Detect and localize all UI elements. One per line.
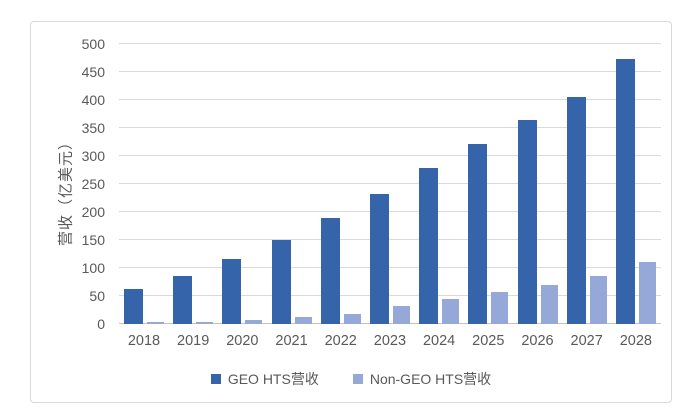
bar-geo-2028	[615, 58, 635, 324]
y-tick-label: 0	[97, 316, 105, 332]
x-tick-label: 2027	[570, 333, 603, 349]
bar-geo-2027	[566, 96, 586, 324]
gridline	[119, 71, 661, 72]
bar-non-geo-2018	[147, 322, 164, 324]
y-tick-label: 450	[81, 64, 105, 80]
y-tick-label: 500	[81, 36, 105, 52]
bar-geo-2024	[419, 168, 439, 324]
bar-group-2021	[271, 44, 312, 324]
bar-geo-2023	[369, 194, 389, 324]
bar-non-geo-2022	[343, 313, 361, 324]
plot-area: 0 50 100 150 200 250 300 350 400 450 500 2018 2019 2…	[82, 37, 661, 349]
bar-non-geo-2025	[491, 292, 509, 324]
legend-swatch-icon	[210, 374, 221, 384]
bars-layer	[119, 44, 661, 324]
bar-group-2027	[566, 44, 607, 324]
x-tick-label: 2025	[472, 333, 505, 349]
bar-geo-2019	[173, 275, 193, 324]
bar-non-geo-2024	[442, 298, 460, 324]
gridline	[119, 295, 661, 296]
bar-geo-2025	[468, 143, 488, 324]
gridline	[119, 99, 661, 100]
x-tick-label: 2020	[226, 333, 259, 349]
y-tick-label: 250	[81, 176, 105, 192]
legend-label: Non-GEO HTS营收	[369, 371, 492, 387]
bar-group-2022	[320, 44, 361, 324]
gridline	[119, 211, 661, 212]
x-tick-label: 2023	[373, 333, 407, 349]
legend: GEO HTS营收 Non-GEO HTS营收	[31, 369, 671, 389]
chart-frame: 营收（亿美元） 0 50 100 150 200 250 300 350 400 450 500 2…	[30, 21, 672, 403]
bar-geo-2018	[124, 289, 143, 324]
bar-group-2020	[222, 44, 263, 324]
gridline	[119, 239, 661, 240]
bar-group-2024	[419, 44, 460, 324]
gridline	[119, 183, 661, 184]
bar-group-2023	[369, 44, 410, 324]
bar-group-2018	[124, 44, 164, 324]
bar-non-geo-2023	[392, 305, 410, 324]
y-tick-label: 300	[81, 148, 105, 164]
legend-item-non-geo: Non-GEO HTS营收	[352, 369, 492, 389]
bar-geo-2026	[517, 119, 537, 324]
bar-non-geo-2027	[589, 275, 607, 324]
x-tick-label: 2018	[127, 333, 161, 349]
x-tick-label: 2024	[422, 333, 456, 349]
bar-non-geo-2026	[540, 284, 558, 324]
legend-label: GEO HTS营收	[227, 371, 319, 387]
bar-non-geo-2028	[638, 262, 656, 324]
y-tick-label: 100	[81, 260, 105, 276]
x-tick-label: 2026	[521, 333, 554, 349]
y-tick-label: 350	[81, 120, 105, 136]
bar-non-geo-2020	[245, 320, 263, 324]
x-tick-label: 2021	[275, 333, 308, 349]
x-axis-ticks: 2018 2019 2020 2021 2022 2023 2024 2025 2026 2027…	[119, 333, 661, 349]
y-tick-label: 50	[89, 288, 105, 304]
bar-group-2025	[468, 44, 509, 324]
gridline	[119, 267, 661, 268]
bar-group-2026	[517, 44, 558, 324]
bar-group-2019	[173, 44, 214, 324]
bar-geo-2021	[271, 240, 291, 324]
x-axis-line	[119, 323, 661, 324]
gridline	[119, 155, 661, 156]
gridline	[119, 127, 661, 128]
y-tick-label: 400	[81, 92, 105, 108]
legend-item-geo: GEO HTS营收	[210, 369, 319, 389]
legend-swatch-icon	[352, 374, 363, 384]
x-tick-label: 2019	[177, 333, 210, 349]
bar-non-geo-2021	[294, 317, 312, 324]
y-tick-label: 200	[81, 204, 105, 220]
bar-geo-2020	[222, 259, 242, 324]
bar-group-2028	[615, 44, 656, 324]
bar-non-geo-2019	[196, 321, 214, 324]
x-tick-label: 2022	[324, 333, 357, 349]
x-tick-label: 2028	[619, 333, 652, 349]
bar-geo-2022	[320, 217, 340, 324]
gridline	[119, 43, 661, 44]
y-tick-label: 150	[81, 232, 105, 248]
